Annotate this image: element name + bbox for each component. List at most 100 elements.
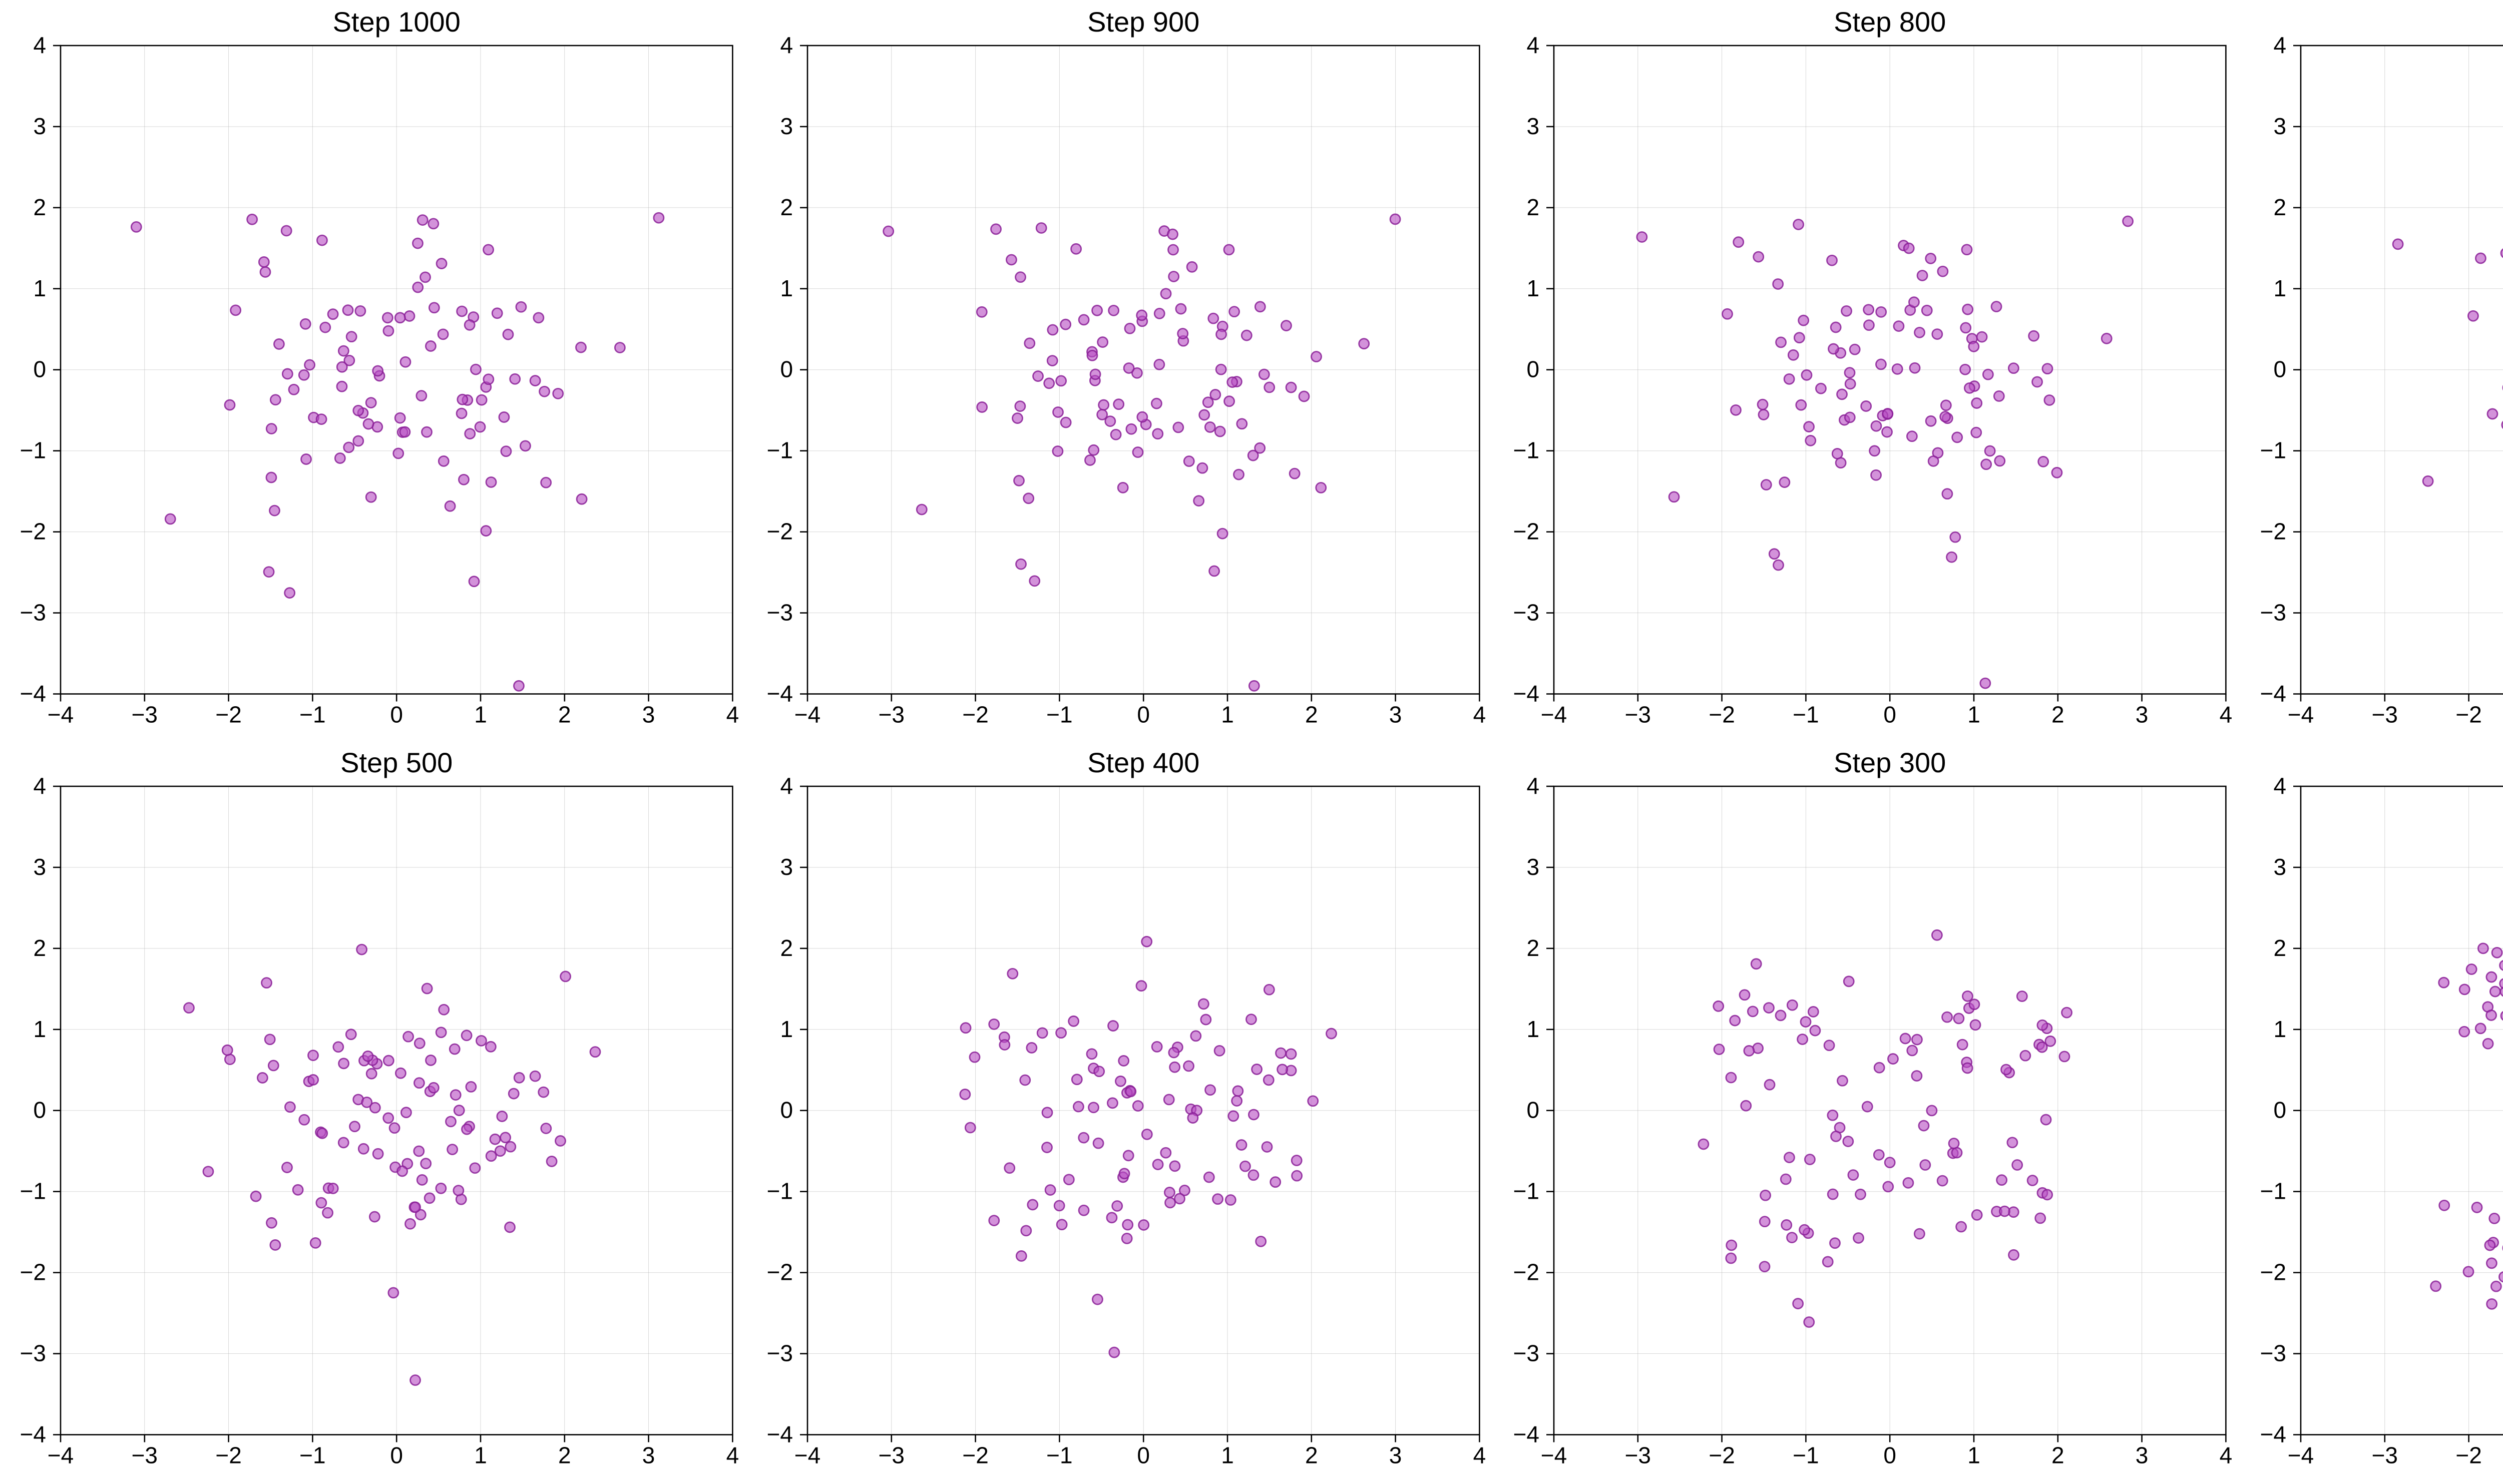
svg-text:0: 0 [2273,1097,2286,1123]
svg-text:−3: −3 [766,600,792,626]
svg-text:1: 1 [780,275,793,301]
svg-text:3: 3 [2136,1442,2149,1468]
svg-text:4: 4 [2273,773,2286,799]
svg-text:0: 0 [2273,356,2286,382]
svg-text:2: 2 [1526,935,1539,961]
svg-text:1: 1 [1967,701,1980,727]
svg-text:−3: −3 [2371,701,2397,727]
svg-text:4: 4 [1473,1442,1486,1468]
svg-text:1: 1 [780,1016,793,1042]
svg-text:1: 1 [1967,1442,1980,1468]
svg-text:Step 900: Step 900 [1087,6,1199,38]
svg-text:4: 4 [2220,1442,2233,1468]
svg-text:−1: −1 [1793,701,1819,727]
svg-text:Step 400: Step 400 [1087,747,1199,778]
svg-text:−3: −3 [766,1340,792,1366]
svg-text:3: 3 [780,113,793,139]
svg-text:−3: −3 [20,1340,46,1366]
svg-text:−4: −4 [48,701,74,727]
svg-text:−4: −4 [48,1442,74,1468]
svg-text:0: 0 [33,1097,46,1123]
svg-text:−4: −4 [1513,1421,1539,1447]
svg-text:2: 2 [33,194,46,220]
svg-text:1: 1 [1221,701,1234,727]
svg-text:−2: −2 [20,519,46,545]
svg-text:2: 2 [1305,1442,1318,1468]
svg-text:4: 4 [33,32,46,58]
svg-text:4: 4 [780,773,793,799]
svg-text:3: 3 [33,854,46,880]
svg-text:−4: −4 [1513,680,1539,706]
svg-text:4: 4 [726,701,739,727]
svg-text:2: 2 [1305,701,1318,727]
svg-text:2: 2 [2051,1442,2064,1468]
svg-text:2: 2 [2273,935,2286,961]
svg-text:−2: −2 [1709,1442,1735,1468]
svg-text:3: 3 [1526,113,1539,139]
svg-text:−2: −2 [2455,701,2481,727]
svg-text:2: 2 [33,935,46,961]
svg-text:3: 3 [1389,701,1402,727]
svg-text:3: 3 [2273,854,2286,880]
svg-text:−3: −3 [1513,1340,1539,1366]
svg-text:−3: −3 [2260,1340,2286,1366]
svg-text:−4: −4 [766,680,792,706]
svg-text:−2: −2 [1709,701,1735,727]
svg-text:1: 1 [1221,1442,1234,1468]
svg-text:1: 1 [2273,1016,2286,1042]
svg-text:0: 0 [1883,1442,1896,1468]
svg-text:−2: −2 [766,1259,792,1285]
svg-text:−3: −3 [1513,600,1539,626]
svg-text:−1: −1 [20,437,46,463]
svg-text:−4: −4 [20,680,46,706]
svg-text:2: 2 [1526,194,1539,220]
svg-text:−2: −2 [766,519,792,545]
svg-text:−3: −3 [132,1442,158,1468]
svg-text:0: 0 [1883,701,1896,727]
svg-text:2: 2 [558,1442,571,1468]
svg-text:0: 0 [1137,1442,1150,1468]
svg-text:−1: −1 [1046,701,1072,727]
svg-text:−1: −1 [299,701,325,727]
svg-text:0: 0 [1526,1097,1539,1123]
svg-text:3: 3 [2136,701,2149,727]
svg-text:Step 500: Step 500 [340,747,453,778]
svg-text:−2: −2 [1513,1259,1539,1285]
svg-text:3: 3 [1389,1442,1402,1468]
svg-text:0: 0 [1526,356,1539,382]
svg-text:−4: −4 [20,1421,46,1447]
svg-text:3: 3 [780,854,793,880]
svg-text:−1: −1 [1793,1442,1819,1468]
svg-text:1: 1 [474,701,487,727]
svg-text:−2: −2 [962,1442,988,1468]
svg-text:2: 2 [558,701,571,727]
svg-text:4: 4 [1526,773,1539,799]
svg-text:−1: −1 [1513,1178,1539,1204]
svg-text:0: 0 [780,356,793,382]
svg-text:−1: −1 [1513,437,1539,463]
svg-text:−2: −2 [2260,519,2286,545]
svg-text:2: 2 [2273,194,2286,220]
svg-text:−3: −3 [878,701,904,727]
svg-text:Step 300: Step 300 [1834,747,1946,778]
svg-text:3: 3 [642,701,655,727]
svg-text:−4: −4 [1541,701,1567,727]
svg-text:2: 2 [2051,701,2064,727]
svg-text:2: 2 [780,194,793,220]
svg-text:4: 4 [780,32,793,58]
svg-text:4: 4 [1473,701,1486,727]
svg-text:3: 3 [642,1442,655,1468]
svg-text:−4: −4 [2260,680,2286,706]
svg-text:0: 0 [390,1442,403,1468]
svg-text:−4: −4 [2260,1421,2286,1447]
svg-text:−4: −4 [794,701,820,727]
svg-text:3: 3 [2273,113,2286,139]
svg-text:−4: −4 [1541,1442,1567,1468]
svg-text:1: 1 [1526,275,1539,301]
svg-text:−2: −2 [962,701,988,727]
svg-text:4: 4 [726,1442,739,1468]
svg-text:−1: −1 [2260,1178,2286,1204]
svg-text:−2: −2 [215,701,241,727]
svg-text:−4: −4 [794,1442,820,1468]
svg-text:0: 0 [1137,701,1150,727]
